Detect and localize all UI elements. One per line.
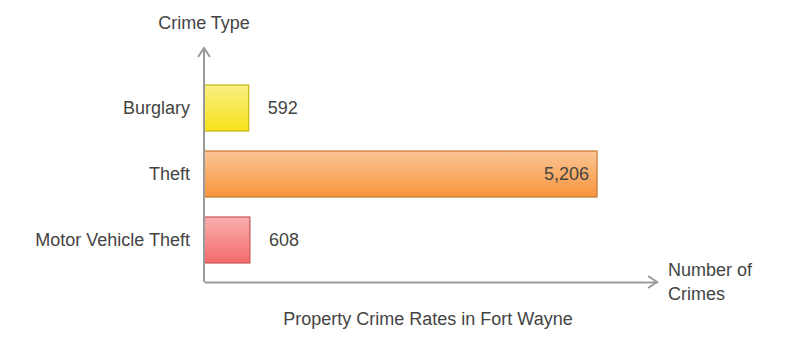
x-axis-title: Number of Crimes <box>668 260 757 304</box>
y-axis-arrow <box>198 48 210 57</box>
chart-title: Property Crime Rates in Fort Wayne <box>283 309 572 329</box>
bars <box>204 85 597 263</box>
chart: Burglary Theft Motor Vehicle Theft 592 5,206… <box>0 0 786 342</box>
data-labels: 592 5,206 608 <box>268 98 589 250</box>
y-tick-label: Motor Vehicle Theft <box>35 230 190 250</box>
y-tick: Burglary <box>123 98 190 118</box>
x-axis-line <box>205 282 658 284</box>
bar <box>204 85 249 131</box>
y-tick-label: Theft <box>149 164 190 184</box>
y-tick: Motor Vehicle Theft <box>35 230 190 250</box>
x-axis-arrow <box>648 276 657 288</box>
y-tick: Theft <box>149 164 190 184</box>
x-axis <box>205 282 658 283</box>
y-tick-label: Burglary <box>123 98 190 118</box>
y-axis-title: Crime Type <box>158 13 250 33</box>
y-axis: Burglary Theft Motor Vehicle Theft <box>35 98 190 250</box>
bar <box>204 151 597 197</box>
data-label: 5,206 <box>544 164 589 184</box>
bar <box>204 217 250 263</box>
data-label: 608 <box>269 230 299 250</box>
data-label: 592 <box>268 98 298 118</box>
y-axis-line <box>203 48 205 282</box>
